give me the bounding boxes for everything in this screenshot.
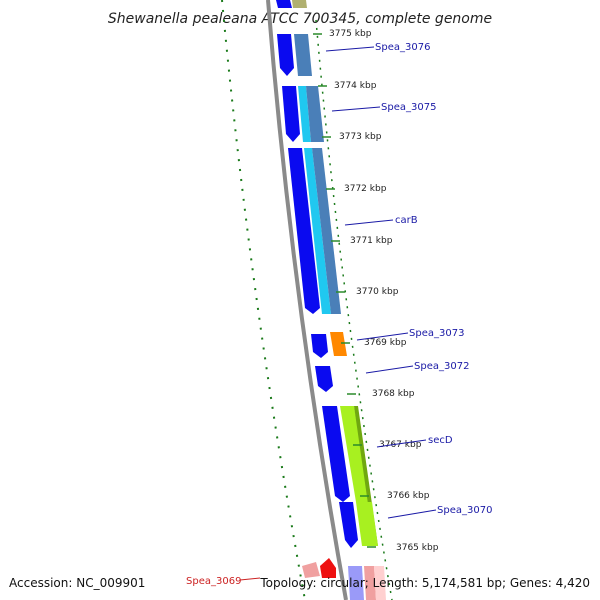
- gene-label-spea-3075[interactable]: Spea_3075: [381, 102, 436, 113]
- gene-label-spea-3072[interactable]: Spea_3072: [414, 361, 469, 372]
- tick-label: 3765 kbp: [396, 543, 439, 553]
- accession-text: Accession: NC_009901: [9, 576, 145, 590]
- tick-label: 3766 kbp: [387, 491, 430, 501]
- leader-line: [376, 439, 427, 448]
- gene-label-spea-3069[interactable]: Spea_3069: [186, 576, 241, 587]
- cds-spea-3075[interactable]: [282, 86, 300, 142]
- gene-spea-3076[interactable]: [294, 34, 312, 76]
- cds-carb[interactable]: [288, 148, 320, 314]
- cds-bottom-3[interactable]: [374, 566, 386, 600]
- gene-label-carb[interactable]: carB: [395, 215, 418, 226]
- feature-layer: [276, 0, 386, 600]
- tick-label: 3769 kbp: [364, 338, 407, 348]
- leader-line: [325, 46, 375, 52]
- gene-spea-3073[interactable]: [330, 332, 347, 356]
- tick-label: 3771 kbp: [350, 236, 393, 246]
- block-gap: [287, 143, 327, 147]
- leader-line-red: [239, 577, 261, 581]
- tick-label: 3768 kbp: [372, 389, 415, 399]
- gene-label-spea-3076[interactable]: Spea_3076: [375, 42, 430, 53]
- genome-backbone: [266, 0, 348, 600]
- gene-spea-3069[interactable]: [320, 558, 336, 578]
- gene-label-spea-3073[interactable]: Spea_3073: [409, 328, 464, 339]
- cds-spea-3073[interactable]: [311, 334, 328, 358]
- leader-line: [344, 219, 394, 226]
- tick-label: 3772 kbp: [344, 184, 387, 194]
- gene-label-spea-3070[interactable]: Spea_3070: [437, 505, 492, 516]
- gene-spea-3075[interactable]: [306, 86, 324, 142]
- leader-line: [356, 332, 409, 341]
- label-leaders: [325, 46, 437, 519]
- gene-spea-3070[interactable]: [356, 502, 378, 546]
- leader-line: [331, 106, 381, 112]
- map-title: Shewanella pealeana ATCC 700345, complet…: [108, 11, 492, 27]
- topology-text: Topology: circular; Length: 5,174,581 bp…: [259, 576, 590, 590]
- leader-line: [365, 365, 414, 374]
- tick-label: 3775 kbp: [329, 29, 372, 39]
- tick-marks: [313, 33, 376, 548]
- cds-top-olive[interactable]: [292, 0, 307, 8]
- gene-carb[interactable]: [312, 148, 341, 314]
- gc-content-arc: [221, 0, 306, 600]
- cds-spea-3076[interactable]: [277, 34, 294, 76]
- gene-secd[interactable]: [340, 406, 370, 502]
- cds-spea-3070[interactable]: [339, 502, 358, 548]
- cds-secd[interactable]: [322, 406, 350, 502]
- cds-bottom-1[interactable]: [348, 566, 364, 600]
- tick-labels: 3775 kbp 3774 kbp 3773 kbp 3772 kbp 3771…: [329, 29, 439, 553]
- rna-carb[interactable]: [304, 148, 331, 314]
- tick-label: 3773 kbp: [339, 132, 382, 142]
- tick-label: 3770 kbp: [356, 287, 399, 297]
- gene-labels: Spea_3076 Spea_3075 carB Spea_3073 Spea_…: [186, 42, 492, 587]
- tick-label: 3767 kbp: [379, 440, 422, 450]
- cds-spea-3069[interactable]: [302, 562, 320, 578]
- cds-top[interactable]: [276, 0, 292, 8]
- cds-spea-3072[interactable]: [315, 366, 333, 392]
- gene-label-secd[interactable]: secD: [428, 435, 453, 446]
- cds-bottom-2[interactable]: [364, 566, 376, 600]
- tick-label: 3774 kbp: [334, 81, 377, 91]
- rna-spea-3075[interactable]: [298, 86, 311, 142]
- leader-line: [387, 509, 437, 519]
